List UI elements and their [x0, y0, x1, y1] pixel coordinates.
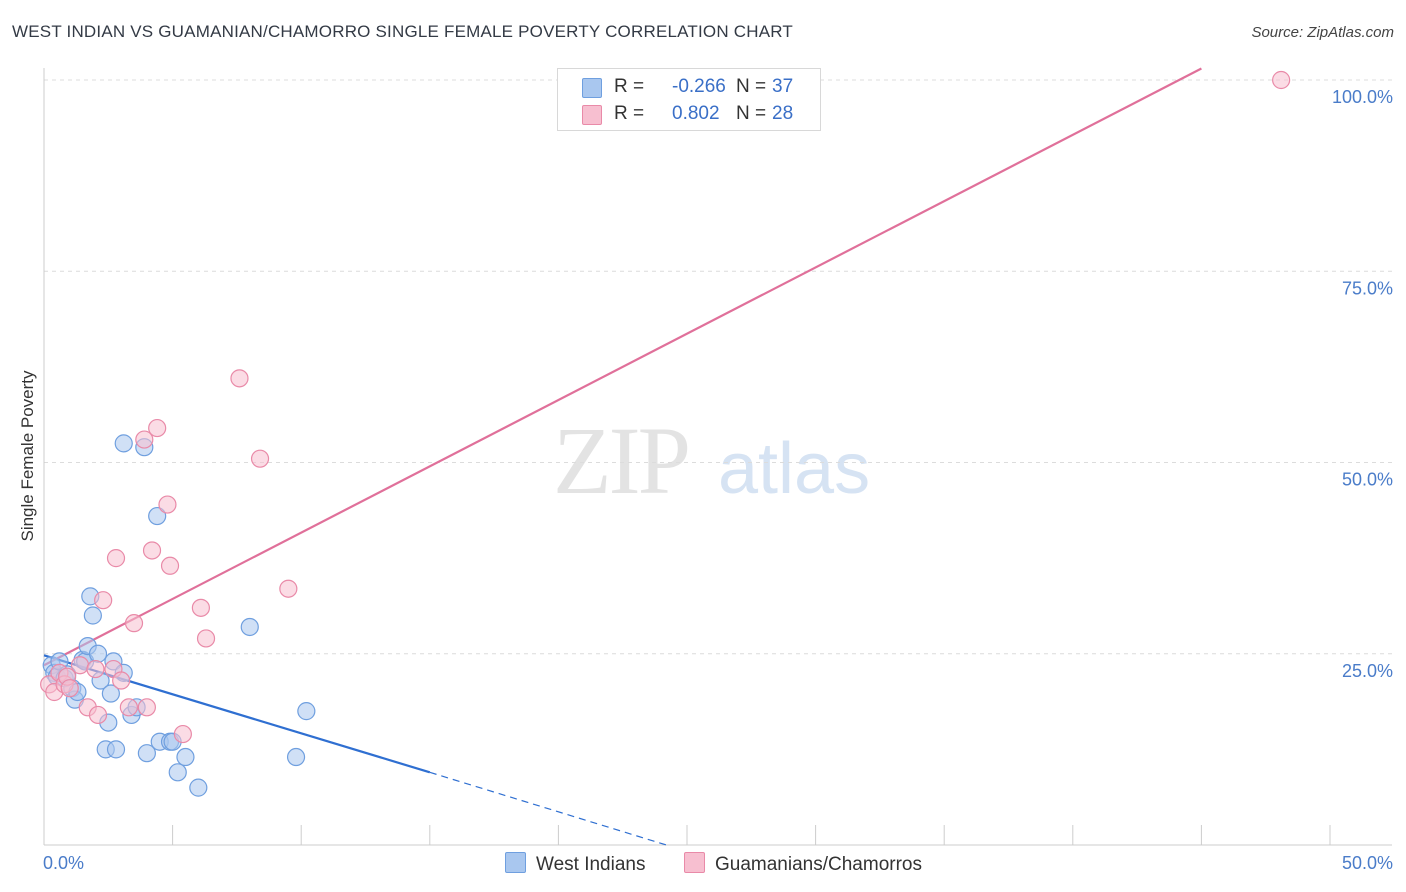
data-point: [88, 705, 108, 725]
y-tick-label: 25.0%: [1342, 661, 1393, 681]
axes: [43, 68, 1392, 846]
bottom-legend-label: Guamanians/Chamorros: [715, 854, 922, 875]
data-point: [297, 702, 316, 721]
source-label: Source: ZipAtlas.com: [1251, 24, 1394, 41]
legend-r-label: R =: [614, 103, 645, 124]
data-point: [106, 740, 126, 759]
data-point: [279, 579, 298, 598]
trend-line: [43, 67, 1202, 667]
x-tick-label: 50.0%: [1342, 853, 1393, 873]
data-point: [60, 679, 79, 698]
data-points: [40, 70, 1291, 797]
legend-n-value: 28: [772, 103, 794, 124]
bottom-legend-west-indians: West Indians: [505, 852, 645, 876]
data-point: [88, 644, 108, 663]
legend-n-label: N =: [736, 76, 767, 97]
data-point: [119, 698, 138, 717]
data-point: [148, 418, 167, 438]
data-point: [106, 549, 126, 568]
trend-lines: [43, 67, 1202, 846]
data-point: [160, 556, 180, 575]
tick-labels: 25.0% 50.0% 75.0% 100.0% 0.0% 50.0%: [43, 87, 1393, 873]
grid-lines: [44, 79, 1392, 655]
data-point: [240, 617, 259, 637]
data-point: [135, 430, 154, 449]
data-point: [191, 598, 210, 617]
data-point: [158, 495, 177, 514]
data-point: [250, 449, 270, 468]
legend-n-value: 37: [772, 76, 794, 97]
data-point: [142, 541, 162, 560]
bottom-legend-swatch: [505, 852, 526, 873]
data-point: [230, 369, 249, 388]
correlation-legend: R = -0.266 N = 37 R = 0.802 N = 28: [557, 68, 821, 131]
data-point: [112, 671, 131, 690]
data-point: [70, 656, 90, 675]
data-point: [1272, 70, 1291, 90]
legend-r-label: R =: [614, 76, 645, 97]
data-point: [94, 591, 113, 610]
data-point: [137, 698, 156, 717]
data-point: [173, 724, 192, 744]
watermark-zip: ZIP: [553, 407, 691, 514]
y-tick-label: 75.0%: [1342, 278, 1393, 298]
bottom-legend-guamanians: Guamanians/Chamorros: [684, 852, 922, 876]
bottom-legend-label: West Indians: [536, 854, 646, 875]
data-point: [124, 614, 144, 633]
data-point: [86, 659, 105, 679]
bottom-legend-swatch: [684, 852, 705, 873]
legend-swatch-guamanians: [582, 105, 602, 125]
y-tick-label: 100.0%: [1332, 87, 1393, 107]
legend-n-label: N =: [736, 103, 767, 124]
chart-title: WEST INDIAN VS GUAMANIAN/CHAMORRO SINGLE…: [12, 22, 793, 41]
data-point: [101, 684, 120, 703]
data-point: [286, 747, 306, 767]
data-point: [114, 434, 133, 453]
legend-r-value: 0.802: [672, 103, 720, 124]
watermark-atlas: atlas: [718, 429, 871, 509]
legend-swatch-west-indians: [582, 78, 602, 98]
data-point: [176, 747, 195, 767]
x-tick-label: 0.0%: [43, 853, 84, 873]
data-point: [196, 629, 216, 648]
y-tick-label: 50.0%: [1342, 470, 1393, 490]
data-point: [148, 506, 167, 526]
data-point: [189, 778, 208, 797]
legend-r-value: -0.266: [672, 76, 726, 97]
data-point: [168, 763, 187, 782]
data-point: [83, 606, 102, 625]
data-point: [137, 744, 156, 763]
trend-line-extension: [429, 771, 667, 846]
